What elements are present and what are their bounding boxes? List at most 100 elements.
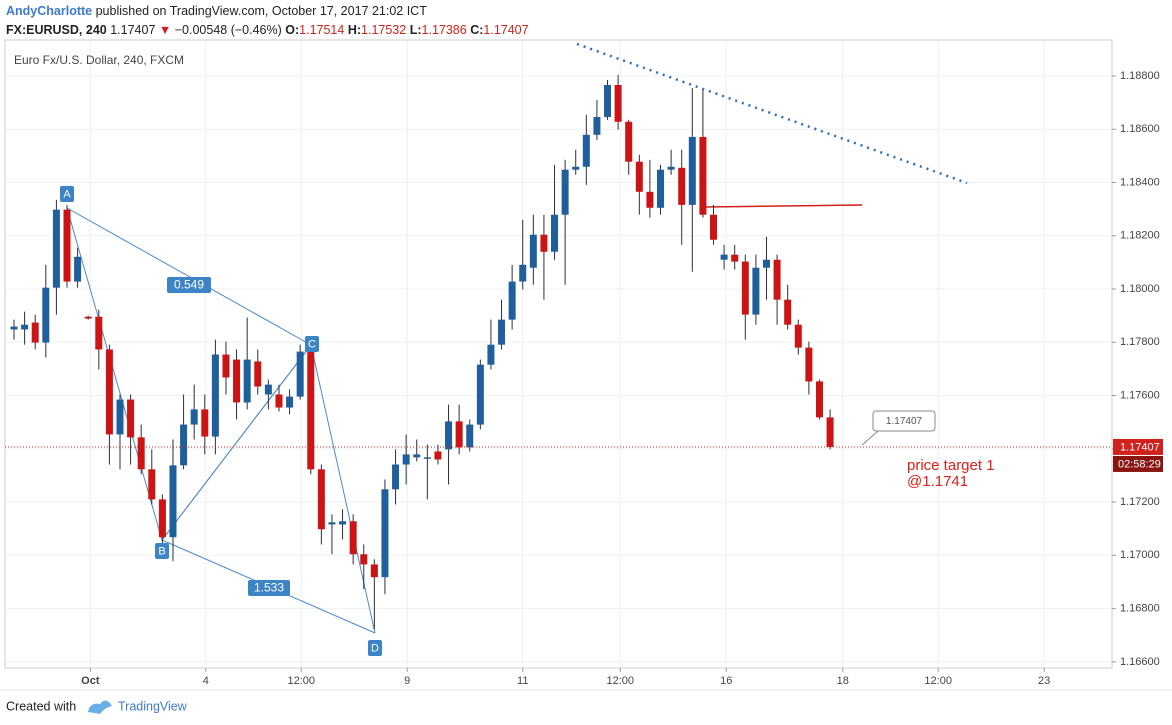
point-label: C <box>308 338 316 350</box>
ratio-box <box>167 277 211 293</box>
candle-body <box>540 234 548 252</box>
candle-body <box>158 499 166 538</box>
pattern-labels: A B C D 0.549 1.533 <box>60 186 382 656</box>
candle-body <box>572 166 580 170</box>
candle-body <box>826 417 834 447</box>
candle-body <box>74 256 82 282</box>
candle-body <box>222 354 230 378</box>
h: 1.17532 <box>361 23 407 37</box>
candle-body <box>815 381 823 418</box>
x-tick-label: 12:00 <box>606 675 634 687</box>
candle-body <box>487 344 495 365</box>
y-tick-label: 1.18600 <box>1120 123 1160 135</box>
candle-body <box>296 351 304 397</box>
candle-body <box>275 394 283 408</box>
candle-body <box>794 324 802 348</box>
candle-body <box>339 521 347 525</box>
candle-body <box>201 409 209 437</box>
candle-body <box>699 136 707 215</box>
candle-body <box>657 169 665 208</box>
candle-body <box>95 316 103 350</box>
candle-body <box>614 85 622 122</box>
candle-body <box>63 209 71 282</box>
candle-body <box>551 214 559 252</box>
label-box <box>60 186 74 202</box>
label-box <box>155 543 169 559</box>
price: 1.17407 <box>110 23 156 37</box>
label-box <box>305 336 319 352</box>
user[interactable]: AndyCharlotte <box>6 4 93 18</box>
point-label: B <box>158 545 165 557</box>
callout-text: 1.17407 <box>886 416 923 427</box>
point-label: A <box>63 188 71 200</box>
x-tick-label: 9 <box>404 675 410 687</box>
candle-body <box>105 349 113 435</box>
candle-body <box>10 326 18 330</box>
candle-body <box>635 161 643 192</box>
candle-body <box>805 347 813 382</box>
pattern-bc2 <box>161 344 312 541</box>
candle-body <box>392 464 400 490</box>
candle-body <box>476 364 484 425</box>
candle-body <box>381 489 389 578</box>
x-tick-label: 12:00 <box>924 675 952 687</box>
y-tick-label: 1.18200 <box>1120 230 1160 242</box>
c-label: C: <box>470 23 484 37</box>
candle-body <box>286 396 294 408</box>
o-label: O: <box>285 23 300 37</box>
ratio-label: 1.533 <box>254 581 284 595</box>
c: 1.17407 <box>483 23 529 37</box>
ratio-label: 0.549 <box>174 278 204 292</box>
candle-body <box>360 554 368 565</box>
candle-body <box>307 351 315 470</box>
candle-body <box>646 191 654 208</box>
y-tick-label: 1.18800 <box>1120 70 1160 82</box>
candle-body <box>413 454 421 458</box>
countdown-box <box>1113 455 1163 472</box>
candle-body <box>710 214 718 240</box>
y-tick-label: 1.18000 <box>1120 283 1160 295</box>
candle-body <box>148 469 156 500</box>
y-tick-label: 1.16800 <box>1120 603 1160 615</box>
candles <box>10 74 834 630</box>
candle-body <box>21 324 29 330</box>
footer-brand[interactable]: TradingView <box>118 699 188 713</box>
candle-body <box>529 234 537 268</box>
level-line <box>704 204 863 208</box>
candle-body <box>466 424 474 448</box>
y-tick-label: 1.17800 <box>1120 336 1160 348</box>
label-box <box>368 640 382 656</box>
y-tick-label: 1.17200 <box>1120 496 1160 508</box>
candle-body <box>370 564 378 578</box>
candle-body <box>116 399 124 435</box>
candle-body <box>593 116 601 135</box>
x-tick-label: 18 <box>837 675 849 687</box>
candle-body <box>169 465 177 538</box>
x-tick-label: Oct <box>81 675 100 687</box>
candle-body <box>688 136 696 205</box>
candle-body <box>434 451 442 460</box>
callout-box <box>872 410 936 432</box>
x-tick-label: 4 <box>203 675 209 687</box>
logo <box>88 700 112 714</box>
x-tick-label: 23 <box>1038 675 1050 687</box>
target-text: price target 1 <box>907 457 995 474</box>
candle-body <box>254 361 262 387</box>
pattern-legs <box>66 207 376 634</box>
change: −0.00548 (−0.46%) <box>174 23 282 37</box>
candle-body <box>42 287 50 343</box>
candle-body <box>349 521 357 555</box>
target-text: @1.1741 <box>907 473 968 490</box>
candle-body <box>762 259 770 268</box>
last-price-box <box>1113 438 1163 455</box>
published: published on TradingView.com, October 17… <box>95 4 427 18</box>
candle-body <box>84 316 92 319</box>
symbol: FX:EURUSD, 240 <box>6 23 107 37</box>
footer-created: Created with <box>6 699 76 713</box>
l: 1.17386 <box>421 23 467 37</box>
candle-body <box>423 457 431 459</box>
header: AndyCharlotte published on TradingView.c… <box>6 2 529 40</box>
candle-body <box>211 354 219 437</box>
trend-line <box>576 42 968 185</box>
